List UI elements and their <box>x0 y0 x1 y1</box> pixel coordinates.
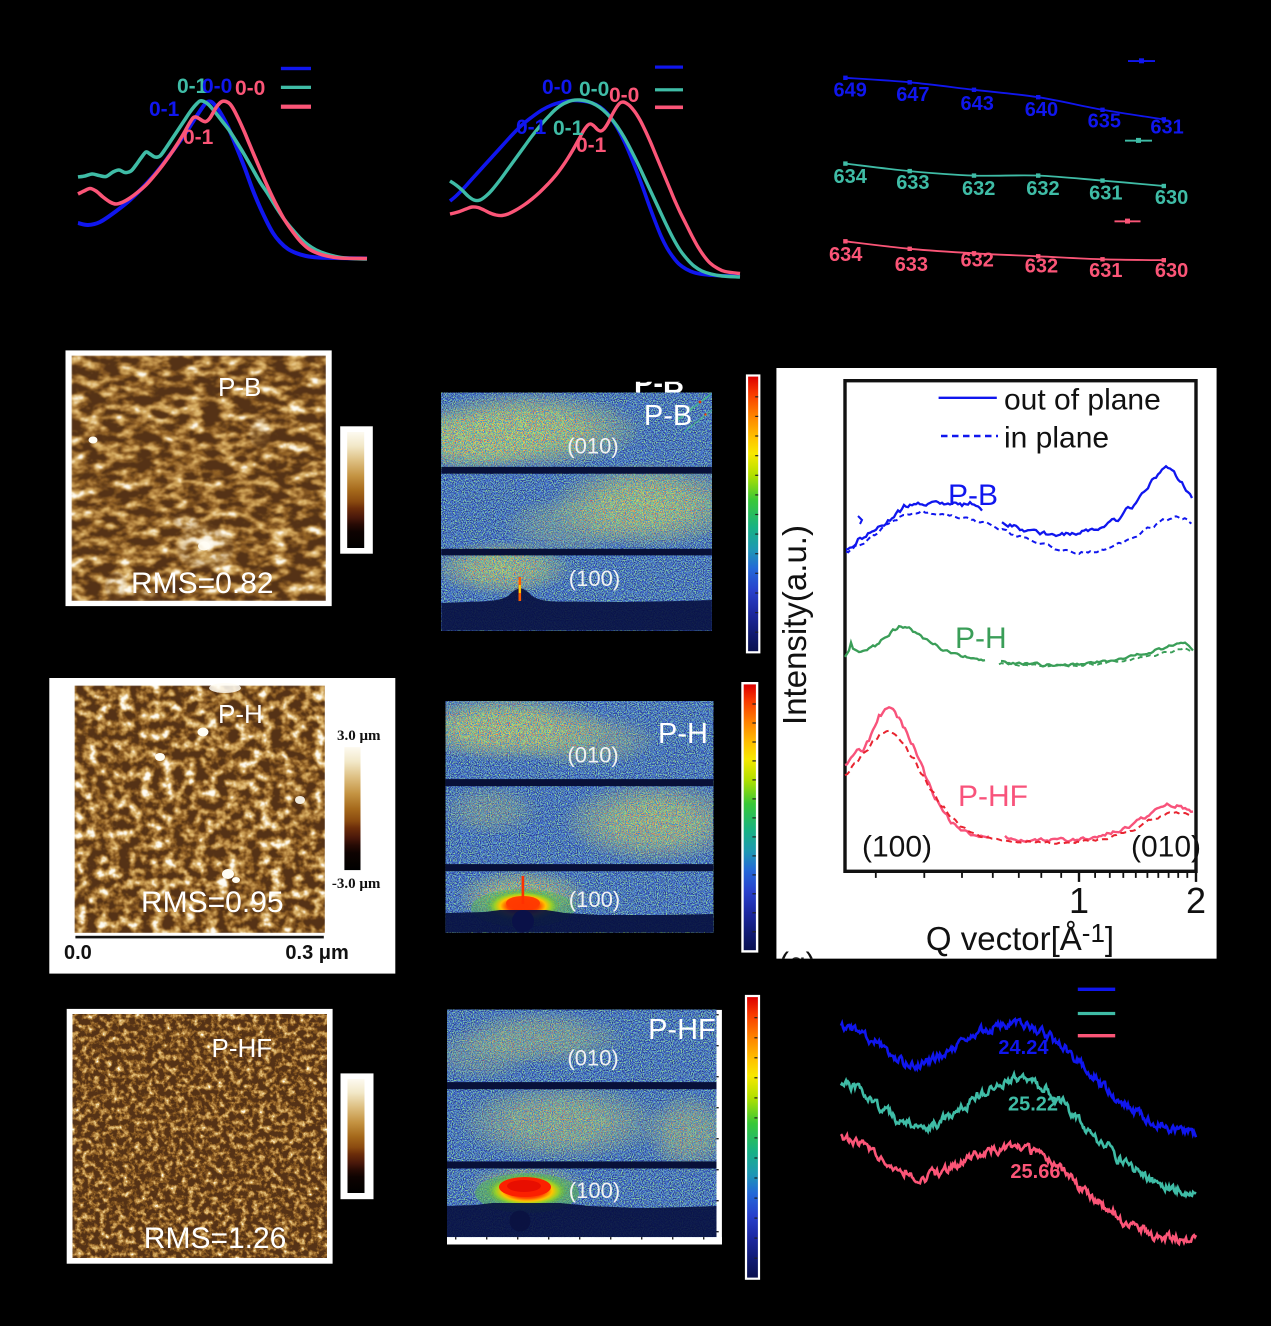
svg-text:0-0: 0-0 <box>235 77 265 100</box>
svg-text:P-HF: P-HF <box>212 1033 273 1063</box>
svg-text:0-1: 0-1 <box>183 126 214 149</box>
svg-text:0.0: 0.0 <box>64 942 92 964</box>
svg-text:RMS=0.82: RMS=0.82 <box>131 567 274 600</box>
svg-text:(100): (100) <box>569 1178 620 1203</box>
svg-text:632: 632 <box>1026 178 1059 200</box>
svg-text:2: 2 <box>1186 880 1206 921</box>
svg-text:0-1: 0-1 <box>576 134 607 157</box>
svg-text:P-H: P-H <box>955 622 1007 655</box>
svg-text:RMS=1.26: RMS=1.26 <box>144 1222 287 1255</box>
svg-text:(100): (100) <box>569 566 620 591</box>
svg-text:649: 649 <box>834 79 867 101</box>
svg-text:P-H: P-H <box>218 699 263 729</box>
svg-text:3.0 μm: 3.0 μm <box>337 728 381 744</box>
svg-text:-3.0 μm: -3.0 μm <box>332 876 381 892</box>
svg-text:632: 632 <box>961 250 994 272</box>
svg-text:RMS=0.95: RMS=0.95 <box>141 886 284 919</box>
svg-text:(100): (100) <box>569 887 620 912</box>
svg-text:0-1: 0-1 <box>553 117 584 140</box>
svg-text:P-B: P-B <box>644 400 692 432</box>
svg-text:0-1: 0-1 <box>149 98 180 121</box>
svg-text:631: 631 <box>1089 260 1122 282</box>
svg-text:P-B: P-B <box>948 479 998 512</box>
svg-text:(010): (010) <box>1131 831 1201 864</box>
svg-text:(010): (010) <box>567 434 618 459</box>
svg-text:25.22: 25.22 <box>1008 1094 1058 1116</box>
svg-text:Intensity(a.u.): Intensity(a.u.) <box>776 525 813 725</box>
svg-text:630: 630 <box>1155 260 1188 282</box>
svg-text:630: 630 <box>1155 187 1188 209</box>
svg-text:631: 631 <box>1150 117 1183 139</box>
svg-text:632: 632 <box>962 178 995 200</box>
svg-text:0.3 μm: 0.3 μm <box>285 942 348 964</box>
svg-text:out of plane: out of plane <box>1004 384 1161 417</box>
svg-text:0-0: 0-0 <box>609 84 639 107</box>
svg-text:0-0: 0-0 <box>579 78 609 101</box>
svg-text:633: 633 <box>896 172 929 194</box>
svg-text:P-H: P-H <box>658 718 708 750</box>
svg-text:P-B: P-B <box>218 372 261 402</box>
svg-text:0-1: 0-1 <box>177 75 208 98</box>
svg-text:0-0: 0-0 <box>542 76 572 99</box>
svg-text:P-HF: P-HF <box>958 780 1028 813</box>
svg-text:P-B: P-B <box>634 368 684 400</box>
svg-text:(010): (010) <box>567 1046 618 1071</box>
svg-text:632: 632 <box>1025 256 1058 278</box>
svg-text:643: 643 <box>961 93 994 115</box>
svg-text:634: 634 <box>829 244 863 266</box>
svg-text:0-0: 0-0 <box>202 75 232 98</box>
svg-text:P-HF: P-HF <box>648 1014 716 1046</box>
svg-text:634: 634 <box>834 166 868 188</box>
svg-text:25.66: 25.66 <box>1010 1161 1060 1183</box>
svg-text:24.24: 24.24 <box>998 1037 1049 1059</box>
svg-text:1: 1 <box>1069 880 1089 921</box>
svg-text:0-1: 0-1 <box>516 116 547 139</box>
svg-text:631: 631 <box>1089 183 1122 205</box>
svg-text:635: 635 <box>1088 111 1121 133</box>
svg-text:(010): (010) <box>567 743 618 768</box>
svg-text:633: 633 <box>895 254 928 276</box>
svg-text:647: 647 <box>896 84 929 106</box>
svg-text:(g): (g) <box>779 947 816 980</box>
svg-text:(100): (100) <box>862 831 932 864</box>
svg-text:in plane: in plane <box>1004 422 1109 455</box>
svg-text:640: 640 <box>1025 99 1058 121</box>
